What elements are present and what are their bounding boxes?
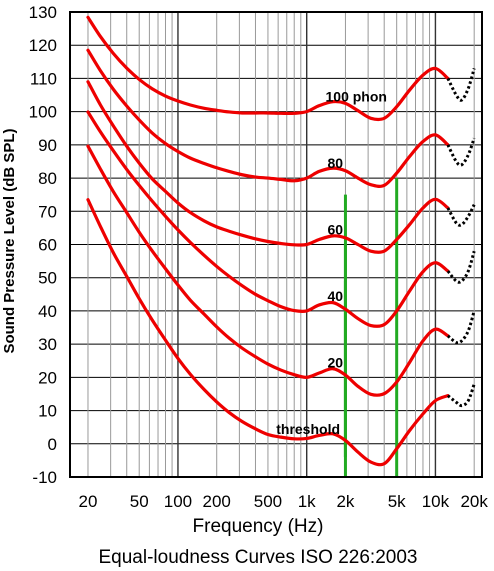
curve-extrapolation bbox=[446, 137, 476, 167]
curve-line bbox=[86, 48, 450, 188]
curve-extrapolation bbox=[446, 383, 476, 408]
y-tick-label: -10 bbox=[32, 468, 57, 487]
y-tick-label: 10 bbox=[38, 402, 57, 421]
green-markers bbox=[343, 178, 399, 477]
curve-line bbox=[86, 198, 450, 467]
plot-frame bbox=[69, 11, 483, 478]
curve-line bbox=[86, 15, 450, 122]
x-tick-label: 10k bbox=[422, 492, 450, 511]
curve-labels: 100 phon 80 60 40 20 threshold bbox=[276, 89, 387, 437]
loudness-curves bbox=[86, 15, 476, 467]
y-axis-label: Sound Pressure Level (dB SPL) bbox=[1, 128, 18, 353]
y-tick-label: 20 bbox=[38, 368, 57, 387]
x-tick-label: 100 bbox=[164, 492, 192, 511]
y-tick-label: 110 bbox=[30, 69, 57, 88]
x-tick-label: 20k bbox=[460, 492, 488, 511]
y-tick-label: 80 bbox=[38, 169, 57, 188]
curve-label: 60 bbox=[327, 222, 343, 238]
curve-label: 80 bbox=[327, 155, 343, 171]
grid-lines bbox=[70, 11, 482, 478]
curve-label: 40 bbox=[327, 288, 343, 304]
chart-title: Equal-loudness Curves ISO 226:2003 bbox=[99, 547, 418, 568]
y-tick-label: 30 bbox=[38, 335, 57, 354]
curve-line bbox=[86, 144, 450, 397]
x-tick-label: 20 bbox=[79, 492, 98, 511]
y-tick-label: 100 bbox=[29, 103, 57, 122]
curve-extrapolation bbox=[446, 203, 476, 227]
curve-label: threshold bbox=[276, 421, 340, 437]
x-tick-label: 5k bbox=[388, 492, 406, 511]
y-tick-label: 120 bbox=[29, 36, 57, 55]
curve-line bbox=[86, 80, 450, 254]
x-tick-label: 1k bbox=[298, 492, 316, 511]
curve-label: 100 phon bbox=[326, 89, 387, 105]
curve-extrapolation bbox=[446, 68, 476, 102]
x-tick-labels: 20 50 100 200 500 1k 2k 5k 10k 20k bbox=[79, 492, 489, 511]
y-tick-label: 70 bbox=[38, 202, 57, 221]
x-axis-label: Frequency (Hz) bbox=[193, 516, 324, 537]
curve-label: 20 bbox=[327, 354, 343, 370]
y-tick-label: 40 bbox=[38, 302, 57, 321]
x-tick-label: 2k bbox=[336, 492, 354, 511]
curve-line bbox=[86, 110, 450, 328]
y-tick-label: 130 bbox=[29, 3, 57, 22]
curve-extrapolation bbox=[446, 310, 476, 345]
x-tick-label: 500 bbox=[254, 492, 282, 511]
curve-extrapolation bbox=[446, 250, 476, 284]
y-tick-label: 90 bbox=[38, 136, 57, 155]
y-tick-labels: -10 0 10 20 30 40 50 60 70 80 90 100 110 120 130 bbox=[29, 3, 57, 487]
x-tick-label: 50 bbox=[130, 492, 149, 511]
y-tick-label: 50 bbox=[38, 269, 57, 288]
y-tick-label: 0 bbox=[48, 435, 57, 454]
x-tick-label: 200 bbox=[203, 492, 231, 511]
y-tick-label: 60 bbox=[38, 236, 57, 255]
